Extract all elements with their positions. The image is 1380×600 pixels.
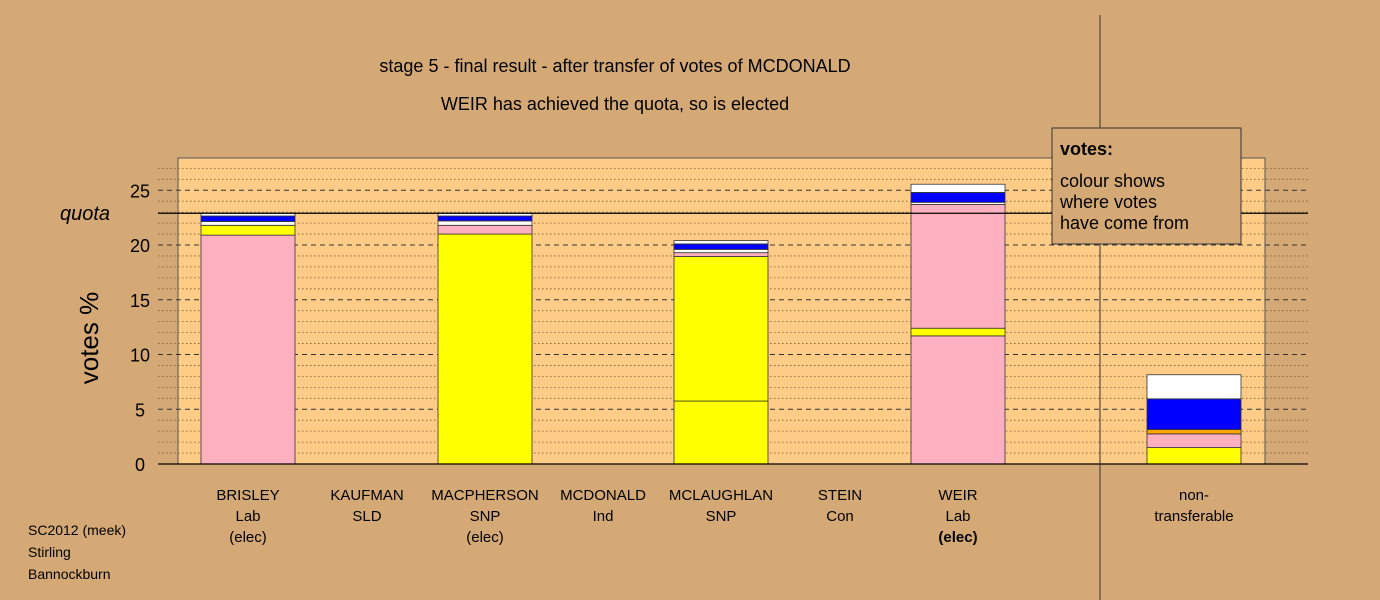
legend-line-2: where votes — [1059, 192, 1157, 212]
bar-segment-blue — [673, 243, 769, 250]
bar-segment-white — [673, 248, 769, 254]
y-tick-label: 10 — [130, 346, 150, 366]
x-axis-labels: BRISLEY Lab (elec) KAUFMAN SLD MACPHERSON SNP (… — [216, 487, 1233, 546]
quota-label: quota — [60, 203, 110, 225]
bar-segment-yellow — [437, 233, 533, 465]
legend-line-1: colour shows — [1060, 171, 1165, 191]
y-tick-label: 20 — [130, 236, 150, 256]
y-axis-ticks: 0 5 10 15 20 25 — [130, 181, 150, 475]
bar-segment-yellow — [1146, 447, 1242, 465]
bar-segment-pink — [437, 224, 533, 235]
y-tick-label: 25 — [130, 181, 150, 201]
candidate-label: (elec) — [466, 529, 504, 546]
legend-line-3: have come from — [1060, 213, 1189, 233]
candidate-label: MACPHERSON — [431, 487, 539, 504]
chart-title: stage 5 - final result - after transfer … — [379, 56, 850, 76]
bar-segment-blue — [1146, 398, 1242, 430]
bar-segment-yellow — [673, 256, 769, 402]
bar-segment-white — [1146, 374, 1242, 400]
bar-segment-pink — [673, 252, 769, 257]
bar-segment-blue — [200, 215, 296, 222]
candidate-label: WEIR — [938, 487, 977, 504]
bar-segment-pink — [1146, 433, 1242, 448]
footer-line-1: SC2012 (meek) — [28, 522, 126, 538]
y-tick-label: 5 — [135, 400, 145, 420]
bar-segment-white — [673, 240, 769, 245]
grid-lines — [158, 167, 1308, 454]
candidate-label: Lab — [235, 508, 260, 525]
bar-segment-yellow — [910, 327, 1006, 337]
bar-segment-white — [437, 220, 533, 226]
footer-line-2: Stirling — [28, 544, 71, 560]
candidate-label: (elec) — [938, 529, 977, 546]
bar-segment-blue — [437, 215, 533, 222]
bar-segment-orange — [1146, 429, 1242, 435]
candidate-label: SLD — [352, 508, 381, 525]
bar-segment-pink — [910, 204, 1006, 329]
candidate-label: MCDONALD — [560, 487, 646, 504]
candidate-label: MCLAUGHLAN — [669, 487, 773, 504]
candidate-label: STEIN — [818, 487, 862, 504]
bar-segment-white — [910, 183, 1006, 193]
candidate-label: transferable — [1154, 508, 1233, 525]
candidate-label: Con — [826, 508, 854, 525]
y-tick-label: 0 — [135, 455, 145, 475]
bar-segment-blue — [910, 192, 1006, 203]
y-tick-label: 15 — [130, 291, 150, 311]
bar-segment-yellow — [673, 400, 769, 465]
candidate-label: Lab — [945, 508, 970, 525]
candidate-label: SNP — [706, 508, 737, 525]
legend-box: votes: colour shows where votes have com… — [1051, 127, 1242, 245]
candidate-label: Ind — [593, 508, 614, 525]
candidate-label: non- — [1179, 487, 1209, 504]
bar-segment-white — [200, 221, 296, 226]
candidate-label: BRISLEY — [216, 487, 279, 504]
candidate-label: (elec) — [229, 529, 267, 546]
bar-segment-pink — [910, 335, 1006, 465]
candidate-label: KAUFMAN — [330, 487, 403, 504]
bar-segment-yellow — [200, 224, 296, 236]
y-axis-label: votes % — [74, 292, 104, 385]
candidate-label: SNP — [470, 508, 501, 525]
chart-subtitle: WEIR has achieved the quota, so is elect… — [441, 94, 789, 114]
bar-segment-pink — [200, 234, 296, 465]
footer-line-3: Bannockburn — [28, 566, 111, 582]
legend-title: votes: — [1060, 139, 1113, 159]
